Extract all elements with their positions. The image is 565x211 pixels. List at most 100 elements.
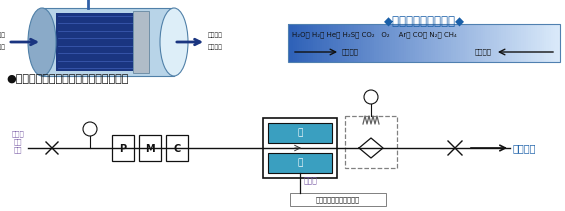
Bar bbox=[540, 24, 542, 62]
Bar bbox=[497, 24, 499, 62]
Text: 膜: 膜 bbox=[297, 128, 303, 138]
Bar bbox=[542, 24, 545, 62]
Bar bbox=[297, 24, 300, 62]
Bar bbox=[512, 24, 515, 62]
Bar bbox=[533, 24, 536, 62]
Bar bbox=[488, 24, 490, 62]
Bar bbox=[365, 24, 368, 62]
Bar bbox=[133, 11, 149, 73]
Bar bbox=[424, 24, 427, 62]
Text: 穒素ガス: 穒素ガス bbox=[208, 44, 223, 50]
Text: 圧縮: 圧縮 bbox=[14, 138, 22, 145]
Bar bbox=[521, 24, 524, 62]
Text: ◆ガス分離膜透過速度◆: ◆ガス分離膜透過速度◆ bbox=[384, 15, 464, 28]
Bar bbox=[313, 24, 316, 62]
Bar bbox=[553, 24, 556, 62]
Bar bbox=[112, 135, 134, 161]
Bar bbox=[426, 24, 429, 62]
Bar bbox=[440, 24, 442, 62]
Text: （遅い）: （遅い） bbox=[475, 49, 492, 55]
Bar bbox=[376, 24, 379, 62]
Bar bbox=[519, 24, 522, 62]
Bar bbox=[501, 24, 504, 62]
Bar bbox=[451, 24, 454, 62]
Bar bbox=[438, 24, 440, 62]
Bar bbox=[410, 24, 413, 62]
Bar bbox=[379, 24, 381, 62]
Bar bbox=[544, 24, 547, 62]
Bar bbox=[288, 24, 291, 62]
Bar bbox=[372, 24, 375, 62]
Bar bbox=[394, 24, 397, 62]
Text: C: C bbox=[173, 144, 181, 154]
Bar bbox=[481, 24, 484, 62]
Bar bbox=[347, 24, 350, 62]
Text: 空気: 空気 bbox=[14, 146, 22, 153]
Bar bbox=[490, 24, 493, 62]
Bar bbox=[363, 24, 366, 62]
Bar bbox=[442, 24, 445, 62]
Bar bbox=[327, 24, 329, 62]
Bar bbox=[315, 24, 318, 62]
Bar bbox=[390, 24, 393, 62]
Bar bbox=[503, 24, 506, 62]
Bar bbox=[456, 24, 459, 62]
Bar bbox=[531, 24, 533, 62]
Bar bbox=[549, 24, 551, 62]
Bar bbox=[421, 24, 424, 62]
Bar bbox=[304, 24, 307, 62]
Bar bbox=[311, 24, 314, 62]
Text: 窒素ガス: 窒素ガス bbox=[513, 143, 537, 153]
Bar bbox=[360, 24, 363, 62]
Bar bbox=[358, 24, 361, 62]
Bar bbox=[383, 24, 386, 62]
Circle shape bbox=[364, 90, 378, 104]
Bar bbox=[419, 24, 422, 62]
Text: ●標準的ガス分離膜方式のフローシート: ●標準的ガス分離膜方式のフローシート bbox=[6, 74, 128, 84]
Text: 水分・酸素・二酸化炎素: 水分・酸素・二酸化炎素 bbox=[316, 196, 360, 203]
Bar bbox=[406, 24, 408, 62]
Bar bbox=[447, 24, 449, 62]
Bar bbox=[524, 24, 527, 62]
Bar bbox=[268, 123, 332, 143]
Bar bbox=[508, 24, 511, 62]
Ellipse shape bbox=[160, 8, 188, 76]
Text: ドライ: ドライ bbox=[12, 130, 24, 137]
Bar bbox=[535, 24, 538, 62]
Bar bbox=[526, 24, 529, 62]
Circle shape bbox=[83, 122, 97, 136]
Bar bbox=[333, 24, 336, 62]
Bar bbox=[345, 116, 397, 168]
Bar bbox=[454, 24, 456, 62]
Bar bbox=[517, 24, 520, 62]
Bar bbox=[401, 24, 404, 62]
Bar bbox=[417, 24, 420, 62]
Bar bbox=[293, 24, 295, 62]
Bar bbox=[474, 24, 477, 62]
Bar bbox=[515, 24, 518, 62]
Bar bbox=[506, 24, 508, 62]
Bar bbox=[412, 24, 415, 62]
Bar bbox=[374, 24, 377, 62]
Bar bbox=[288, 24, 560, 62]
Bar bbox=[336, 24, 338, 62]
Bar bbox=[290, 24, 293, 62]
Bar bbox=[551, 24, 554, 62]
Bar bbox=[295, 24, 298, 62]
Bar bbox=[449, 24, 451, 62]
Text: 圧縮空気: 圧縮空気 bbox=[0, 44, 6, 50]
Text: 膜: 膜 bbox=[297, 158, 303, 168]
Bar bbox=[479, 24, 481, 62]
Bar bbox=[415, 24, 418, 62]
Bar bbox=[399, 24, 402, 62]
Bar bbox=[351, 24, 354, 62]
Bar bbox=[370, 24, 372, 62]
Bar bbox=[555, 24, 558, 62]
Bar bbox=[263, 118, 337, 178]
Bar bbox=[445, 24, 447, 62]
Bar bbox=[397, 24, 399, 62]
Bar bbox=[499, 24, 502, 62]
Bar bbox=[476, 24, 479, 62]
Bar bbox=[324, 24, 327, 62]
Bar bbox=[458, 24, 461, 62]
